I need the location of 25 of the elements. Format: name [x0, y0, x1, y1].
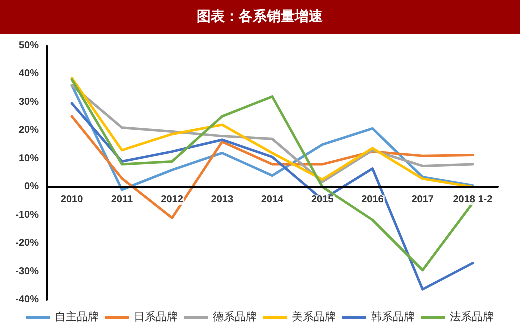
chart-title: 图表：各系销量增速: [0, 0, 520, 34]
y-tick-label: 20%: [18, 125, 40, 136]
legend-label: 法系品牌: [450, 310, 494, 324]
x-tick-label: 2011: [111, 194, 134, 206]
x-tick-label: 2013: [211, 194, 234, 206]
y-tick-label: 30%: [18, 96, 40, 108]
y-tick-label: -20%: [16, 238, 40, 250]
y-tick-label: 50%: [18, 40, 40, 52]
x-tick-label: 2010: [60, 194, 84, 206]
y-tick-label: 0%: [24, 182, 40, 193]
y-tick-label: 40%: [18, 68, 40, 80]
x-tick-label: 2016: [362, 194, 384, 206]
legend-label: 日系品牌: [134, 310, 178, 324]
x-tick-label: 2014: [261, 194, 284, 206]
x-tick-label: 2018 1-2: [453, 194, 494, 206]
x-tick-label: 2012: [161, 194, 184, 206]
legend-label: 自主品牌: [55, 310, 99, 324]
y-tick-label: 10%: [18, 153, 40, 164]
x-tick-label: 2017: [412, 194, 434, 206]
legend-label: 德系品牌: [213, 310, 257, 324]
y-tick-label: -30%: [16, 266, 40, 278]
y-tick-label: -40%: [16, 294, 40, 306]
legend-label: 韩系品牌: [371, 310, 415, 324]
y-tick-label: -10%: [16, 210, 40, 221]
legend-label: 美系品牌: [292, 310, 336, 324]
